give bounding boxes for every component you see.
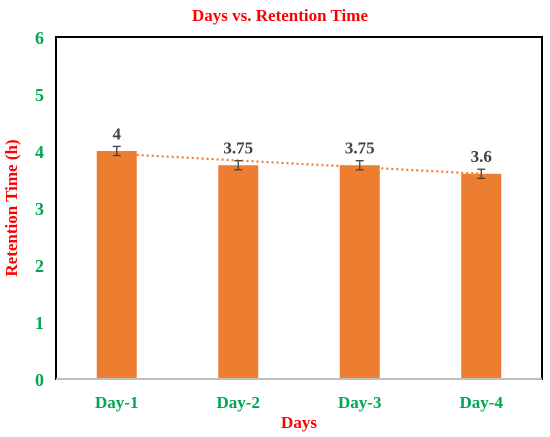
x-tick-label: Day-2 <box>217 393 260 412</box>
error-bar <box>477 168 486 180</box>
y-tick-label: 1 <box>35 313 44 333</box>
trendline <box>116 152 482 175</box>
data-label: 3.75 <box>345 139 375 158</box>
bar <box>96 151 137 379</box>
x-tick-label: Day-3 <box>338 393 381 412</box>
x-axis-label: Days <box>281 413 317 432</box>
y-axis-label: Retention Time (h) <box>2 139 21 276</box>
y-tick-label: 3 <box>35 199 44 219</box>
error-bar <box>234 160 243 171</box>
x-tick-label: Day-1 <box>95 393 138 412</box>
bar <box>339 165 380 379</box>
chart-title: Days vs. Retention Time <box>192 6 368 25</box>
data-label: 3.6 <box>471 147 492 166</box>
data-label: 4 <box>113 124 122 143</box>
error-bar <box>355 160 364 171</box>
error-bar <box>112 145 121 157</box>
y-tick-label: 0 <box>35 370 44 390</box>
y-tick-label: 4 <box>35 142 44 162</box>
y-tick-label: 5 <box>35 85 44 105</box>
y-tick-label: 2 <box>35 256 44 276</box>
x-tick-label: Day-4 <box>460 393 504 412</box>
data-label: 3.75 <box>223 139 253 158</box>
bar <box>218 165 259 379</box>
bar <box>461 173 502 379</box>
y-tick-label: 6 <box>35 28 44 48</box>
